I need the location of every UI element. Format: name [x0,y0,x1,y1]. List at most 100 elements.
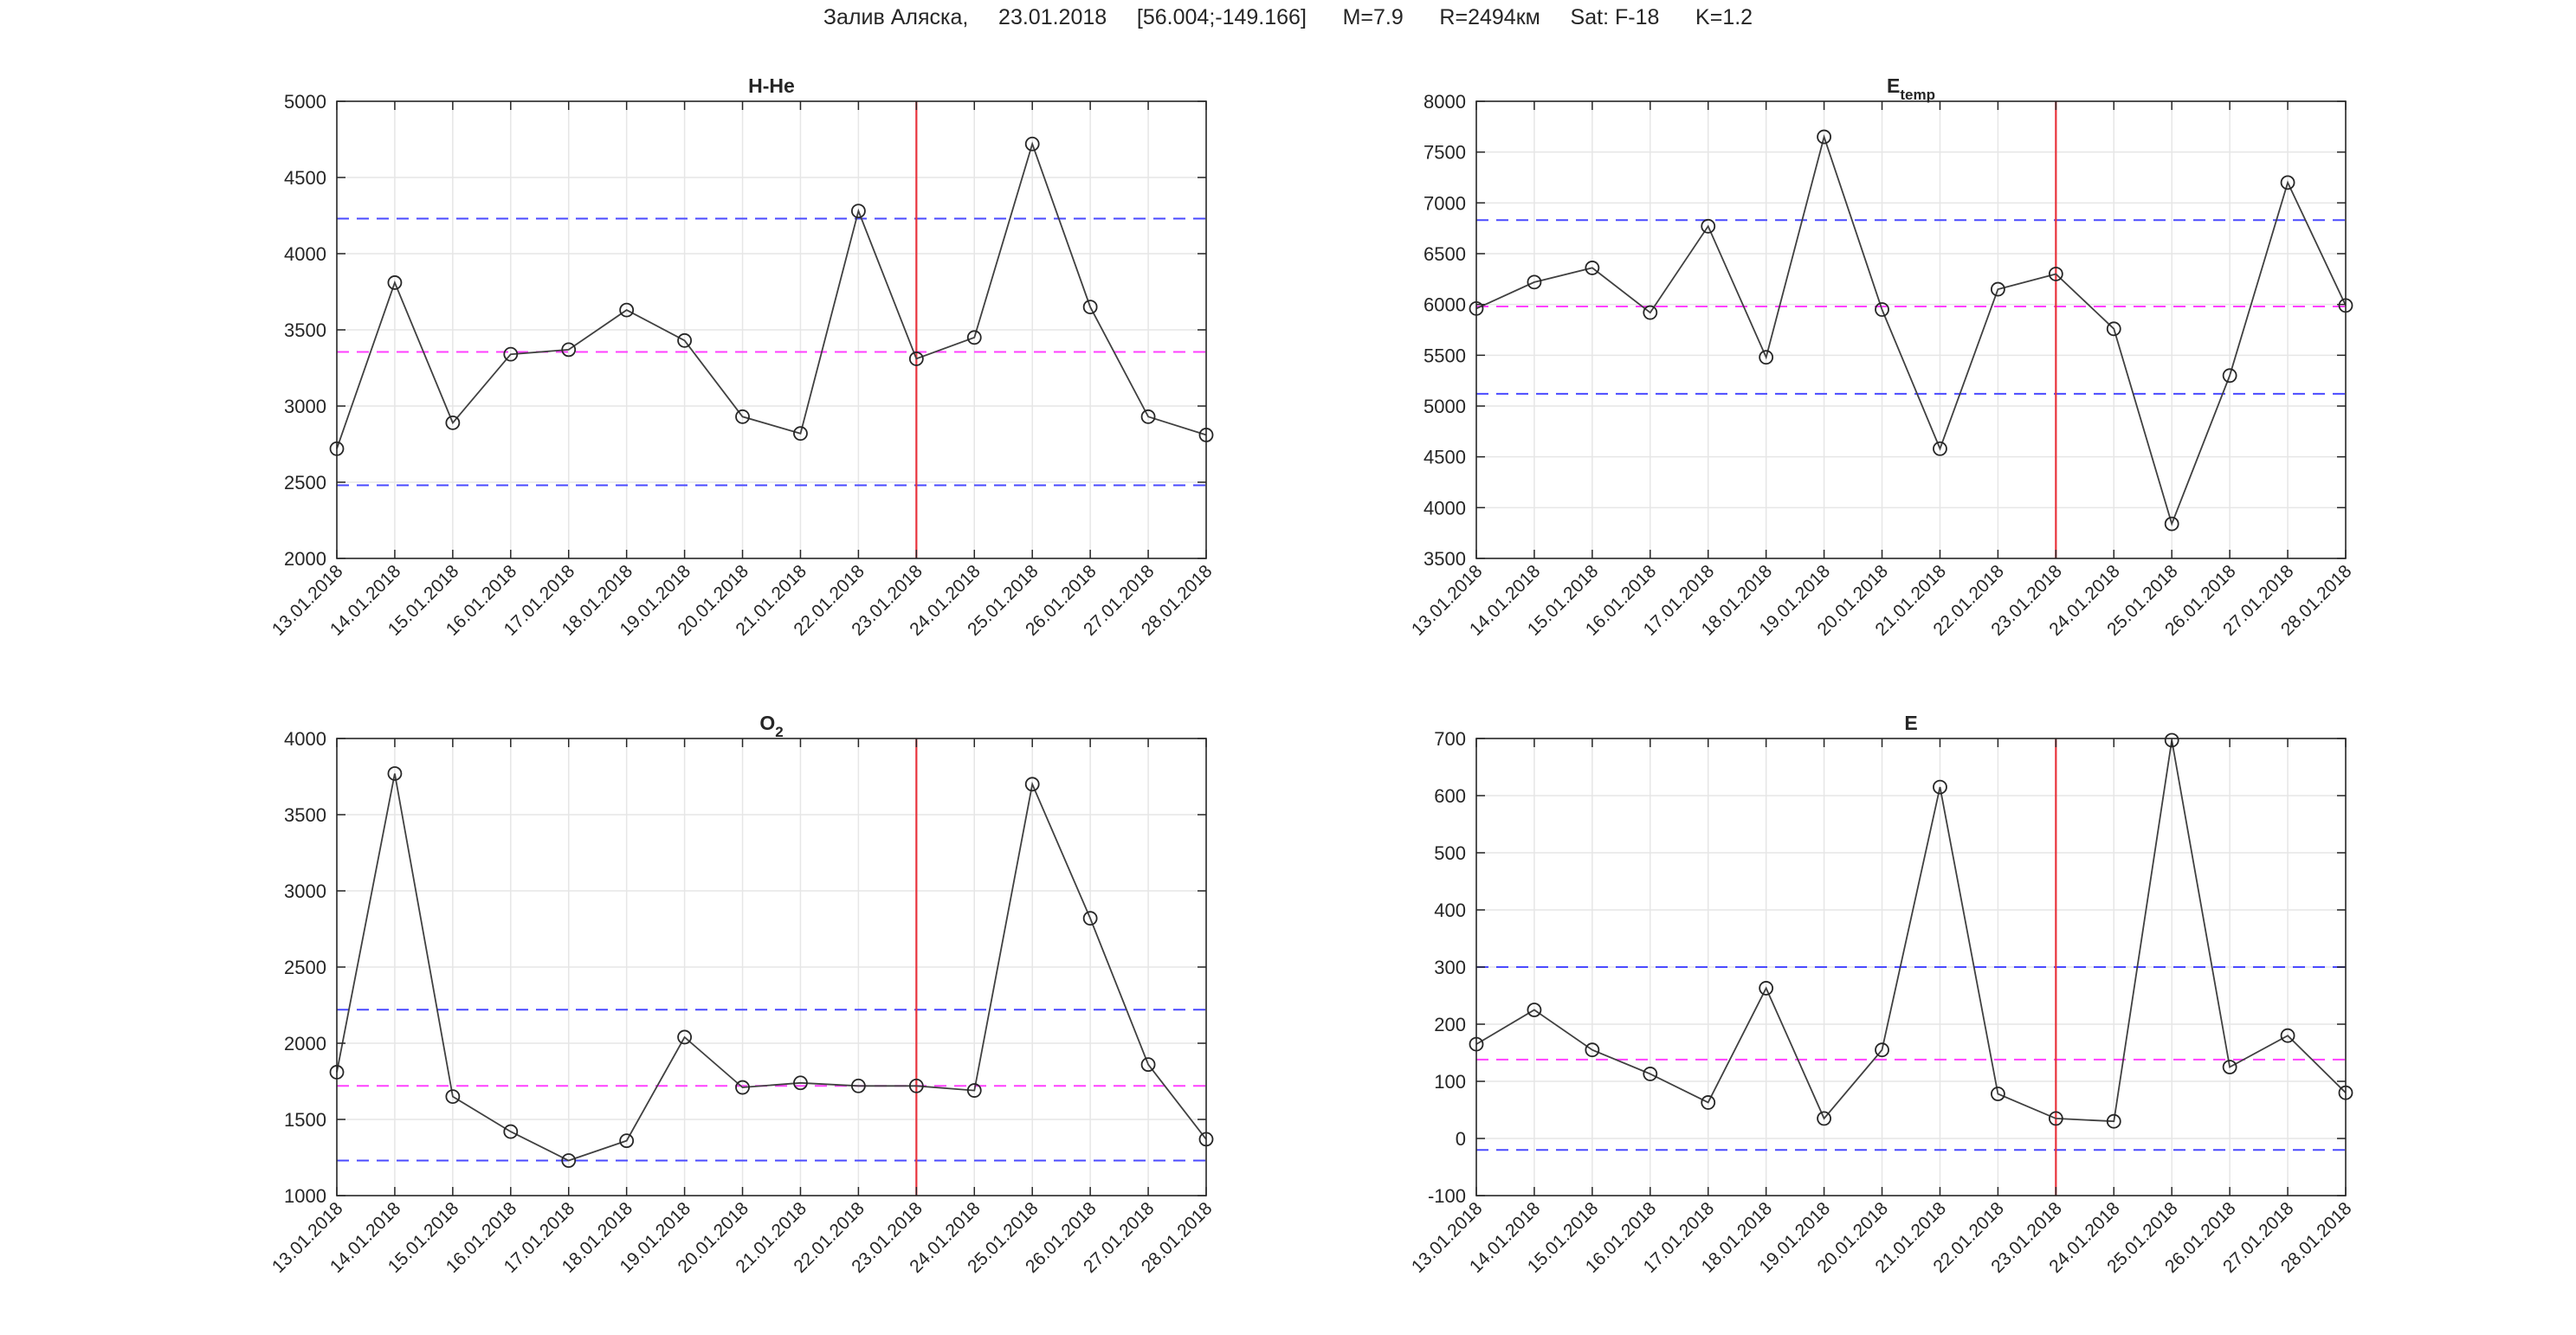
chart-title: Etemp [1887,74,1935,103]
data-point [1759,981,1774,996]
chart-title-main: E [1904,712,1917,734]
data-point [1140,1057,1156,1073]
y-tick-label: 6500 [1424,243,1466,265]
y-tick-label: -100 [1428,1185,1466,1207]
data-point [1024,777,1040,792]
y-tick-label: 3000 [284,880,326,902]
data-point [1140,409,1156,424]
y-tick-label: 3500 [1424,548,1466,570]
data-point [561,342,577,358]
y-tick-label: 1500 [284,1109,326,1131]
data-point [2222,1060,2237,1074]
chart-title-main: O [759,712,775,734]
y-tick-label: 300 [1434,957,1466,978]
data-point [851,203,866,219]
data-point [2106,321,2121,337]
data-point [1585,261,1600,275]
chart-title: E [1904,712,1917,734]
y-tick-label: 5500 [1424,345,1466,366]
data-point [2280,175,2295,190]
data-point [851,1078,866,1093]
y-tick-label: 2000 [284,1033,326,1054]
data-point [966,330,982,345]
data-point [1990,281,2005,297]
data-point [1527,274,1542,290]
y-tick-label: 2500 [284,957,326,978]
figure-title: Залив Аляска, 23.01.2018 [56.004;-149.16… [823,5,1753,29]
data-point [445,415,461,430]
y-tick-label: 2500 [284,472,326,493]
data-point [1024,136,1040,152]
series-line [336,141,1207,449]
y-tick-label: 1000 [284,1185,326,1207]
data-point [1759,350,1774,365]
data-point [677,1029,692,1045]
data-point [735,1080,750,1095]
data-point [735,409,750,424]
data-point [1701,218,1716,234]
chart-title-main: E [1887,74,1900,97]
data-point [387,275,403,290]
y-tick-label: 3500 [284,319,326,341]
y-tick-label: 0 [1456,1128,1466,1150]
y-tick-label: 3000 [284,396,326,417]
data-point [2222,368,2237,384]
data-point [1082,300,1098,315]
data-point [1875,1042,1889,1058]
data-point [1817,129,1832,145]
series-line [1475,133,2347,526]
data-point [793,426,808,442]
y-tick-label: 7000 [1424,192,1466,214]
y-tick-label: 200 [1434,1014,1466,1035]
data-point [677,332,692,348]
data-point [619,1133,635,1149]
data-point [1933,441,1947,456]
chart-title-subscript: temp [1900,87,1935,103]
y-tick-label: 4000 [284,728,326,750]
data-point [2164,516,2179,532]
data-point [1643,1067,1658,1081]
data-point [1527,1003,1542,1017]
plot-area [1476,101,2346,558]
chart-title: H-He [748,74,795,97]
chart-title-main: H-He [748,74,795,97]
data-point [2280,1028,2295,1043]
y-tick-label: 100 [1434,1071,1466,1093]
chart-title: O2 [759,712,783,740]
data-point [503,1124,519,1139]
y-tick-label: 400 [1434,900,1466,921]
y-tick-label: 5000 [1424,396,1466,417]
chart-panel-2: 3500 4000 4500 5000 5500 6000 6500 7000 7500 8000… [1408,74,2356,640]
data-point [503,346,519,362]
series-line [1475,739,2347,1123]
y-tick-label: 3500 [284,804,326,826]
y-tick-label: 4500 [284,167,326,189]
data-point [2048,267,2063,281]
y-tick-label: 6000 [1424,294,1466,316]
y-tick-label: 4000 [1424,497,1466,519]
data-point [2106,1113,2121,1129]
y-tick-label: 5000 [284,91,326,113]
y-tick-label: 500 [1434,842,1466,864]
chart-title-subscript: 2 [775,724,783,740]
data-point [619,302,635,318]
data-point [387,766,403,781]
data-point [2048,1111,2063,1126]
axes-box [1475,100,2347,559]
data-point [1585,1042,1600,1058]
data-point [1933,779,1947,795]
y-tick-label: 4000 [284,243,326,265]
data-point [793,1075,808,1091]
data-point [908,1078,924,1093]
data-point [1990,1087,2005,1101]
data-point [908,351,924,366]
chart-panel-3: 100015002000250030003500400013.01.201814… [268,712,1217,1277]
y-tick-label: 700 [1434,728,1466,750]
chart-panel-1: 200025003000350040004500500013.01.201814… [268,74,1217,640]
series-line [336,773,1207,1162]
data-point [1082,911,1098,926]
chart-panel-4: -100010020030040050060070013.01.201814.0… [1408,712,2356,1277]
data-point [561,1153,577,1168]
y-tick-label: 2000 [284,548,326,570]
